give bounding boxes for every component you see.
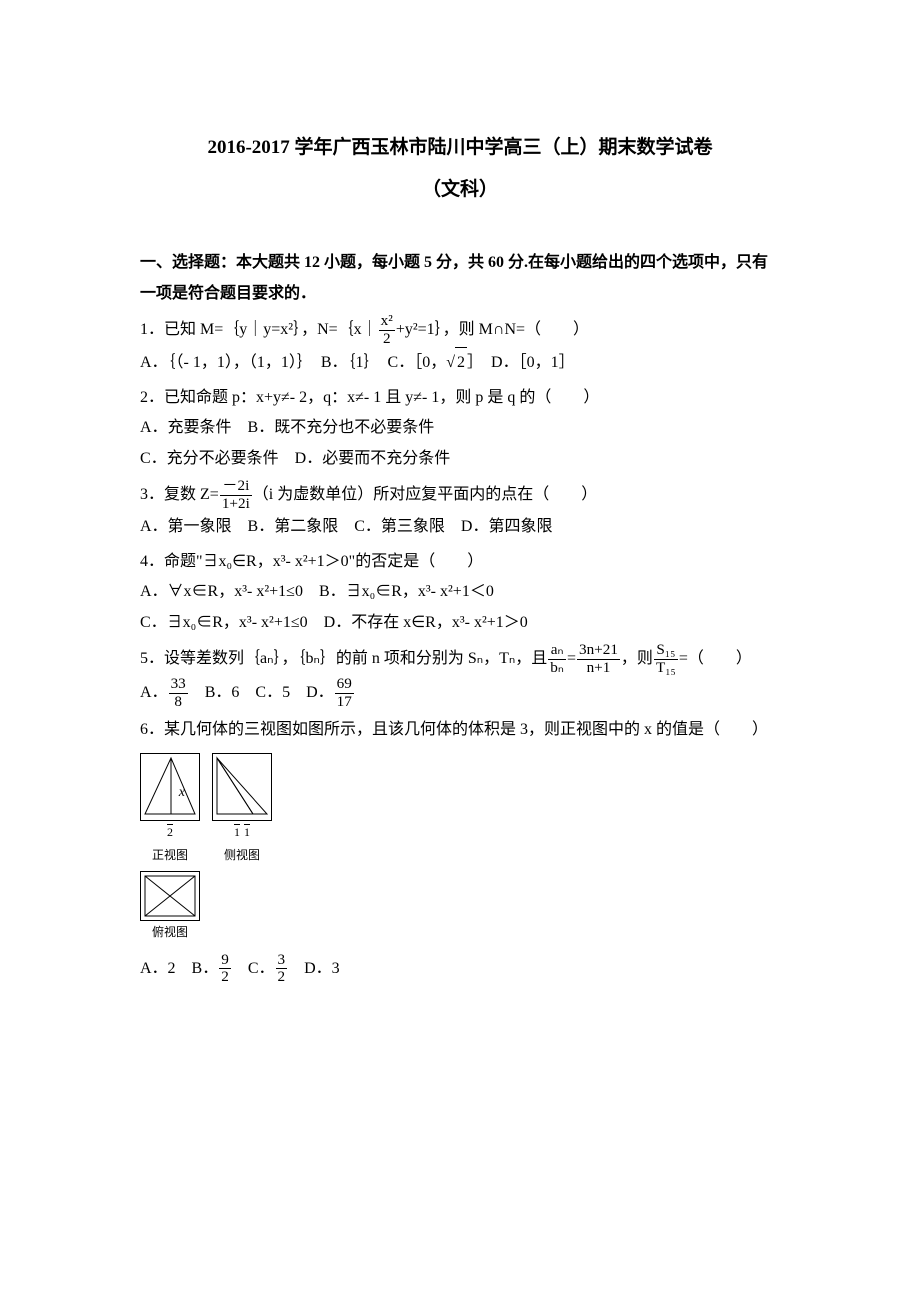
side-view: [212, 753, 272, 821]
top-view-caption: 俯视图: [140, 921, 200, 944]
q5-prefix: 5．设等差数列｛aₙ｝，｛bₙ｝的前 n 项和分别为 Sₙ，Tₙ，且: [140, 650, 547, 667]
q5-f3-den: T₁₅: [654, 660, 678, 677]
q6-cC-den: 2: [276, 969, 288, 986]
q1-frac: x²2: [379, 313, 395, 347]
question-1: 1．已知 M=｛y｜y=x²｝，N=｛x｜x²2+y²=1｝，则 M∩N=（ ）…: [140, 313, 780, 379]
q5-f1-den: bₙ: [548, 660, 566, 677]
q5-cD-den: 17: [335, 694, 354, 711]
front-view-caption: 正视图: [140, 844, 200, 867]
q6-cA: A．2 B．: [140, 960, 218, 977]
front-view-dim-val: 2: [167, 825, 173, 839]
q5-mid: ，则: [621, 650, 653, 667]
side-view-dim-l: 1: [234, 825, 240, 839]
q5-f3: S₁₅T₁₅: [654, 642, 678, 676]
front-view: x: [140, 753, 200, 821]
q6-cB-frac: 92: [219, 952, 231, 986]
q6-line: 6．某几何体的三视图如图所示，且该几何体的体积是 3，则正视图中的 x 的值是（…: [140, 715, 780, 745]
q5-f1: aₙbₙ: [548, 642, 566, 676]
top-view: [140, 871, 200, 921]
q4-row1: A．∀x∈R，x³- x²+1≤0 B．∃x₀∈R，x³- x²+1＜0: [140, 577, 780, 607]
exam-subtitle: （文科）: [140, 172, 780, 208]
q6-cC-frac: 32: [276, 952, 288, 986]
q2-row1: A．充要条件 B．既不充分也不必要条件: [140, 413, 780, 443]
q5-eq: =: [567, 650, 576, 667]
q5-cA: A．: [140, 684, 168, 701]
q1-choices: A．｛（- 1，1），（1，1）｝ B．｛1｝ C．［0，√2］ D．［0，1］: [140, 347, 780, 378]
q3-frac-num: －2i: [220, 478, 252, 496]
q5-f3-num: S₁₅: [654, 642, 678, 660]
question-2: 2．已知命题 p：x+y≠- 2，q：x≠- 1 且 y≠- 1，则 p 是 q…: [140, 383, 780, 474]
q3-choices: A．第一象限 B．第二象限 C．第三象限 D．第四象限: [140, 512, 780, 542]
q3-after: （i 为虚数单位）所对应复平面内的点在（ ）: [253, 486, 597, 503]
q6-cC-pre: C．: [232, 960, 275, 977]
side-view-dim-r: 1: [244, 825, 250, 839]
q6-cC-num: 3: [276, 952, 288, 970]
q5-cBC: B．6 C．5 D．: [189, 684, 334, 701]
front-view-x-label: x: [179, 780, 185, 807]
question-3: 3．复数 Z=－2i1+2i（i 为虚数单位）所对应复平面内的点在（ ） A．第…: [140, 478, 780, 543]
q5-cA-frac: 338: [169, 676, 188, 710]
q6-cD: D．3: [288, 960, 340, 977]
q1-after: +y²=1｝，则 M∩N=（ ）: [396, 321, 589, 338]
question-5: 5．设等差数列｛aₙ｝，｛bₙ｝的前 n 项和分别为 Sₙ，Tₙ，且aₙbₙ=3…: [140, 642, 780, 711]
q1-frac-den: 2: [379, 331, 395, 348]
q5-f2-den: n+1: [577, 660, 620, 677]
question-4: 4．命题"∃x₀∈R，x³- x²+1＞0"的否定是（ ） A．∀x∈R，x³-…: [140, 547, 780, 638]
q3-frac-den: 1+2i: [220, 496, 252, 513]
q2-line: 2．已知命题 p：x+y≠- 2，q：x≠- 1 且 y≠- 1，则 p 是 q…: [140, 383, 780, 413]
q4-row2: C．∃x₀∈R，x³- x²+1≤0 D．不存在 x∈R，x³- x²+1＞0: [140, 608, 780, 638]
side-view-caption: 侧视图: [212, 844, 272, 867]
q6-figures: x 2 正视图 11 侧视图: [140, 753, 780, 943]
side-view-dim: 11: [212, 821, 272, 844]
section-1-header: 一、选择题：本大题共 12 小题，每小题 5 分，共 60 分.在每小题给出的四…: [140, 248, 780, 309]
q5-f2: 3n+21n+1: [577, 642, 620, 676]
exam-title: 2016-2017 学年广西玉林市陆川中学高三（上）期末数学试卷: [140, 130, 780, 166]
q5-after: =（ ）: [679, 650, 752, 667]
q3-prefix: 3．复数 Z=: [140, 486, 219, 503]
q5-cA-den: 8: [169, 694, 188, 711]
q5-f1-num: aₙ: [548, 642, 566, 660]
q1-prefix: 1．已知 M=｛y｜y=x²｝，N=｛x｜: [140, 321, 378, 338]
q5-cD-num: 69: [335, 676, 354, 694]
q5-cA-num: 33: [169, 676, 188, 694]
question-6: 6．某几何体的三视图如图所示，且该几何体的体积是 3，则正视图中的 x 的值是（…: [140, 715, 780, 986]
q4-line: 4．命题"∃x₀∈R，x³- x²+1＞0"的否定是（ ）: [140, 547, 780, 577]
q5-cD-frac: 6917: [335, 676, 354, 710]
q5-f2-num: 3n+21: [577, 642, 620, 660]
q2-row2: C．充分不必要条件 D．必要而不充分条件: [140, 444, 780, 474]
front-view-dim: 2: [140, 821, 200, 844]
q6-cB-den: 2: [219, 969, 231, 986]
q1-frac-num: x²: [379, 313, 395, 331]
q3-frac: －2i1+2i: [220, 478, 252, 512]
q6-cB-num: 9: [219, 952, 231, 970]
